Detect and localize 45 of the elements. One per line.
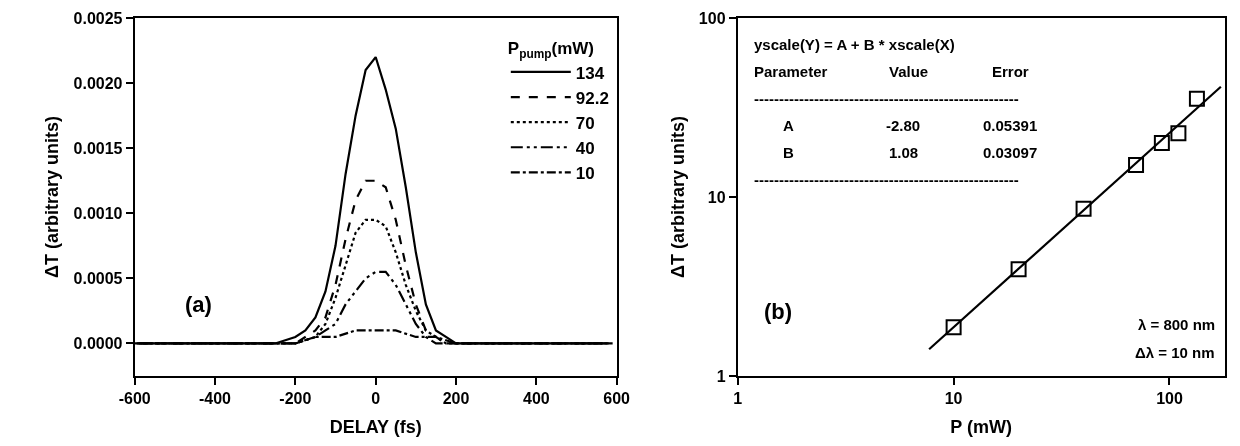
y-tick-label: 10 [707,188,726,206]
annotation: (b) [764,299,793,324]
legend-label: 92.2 [575,88,609,108]
annotation: ----------------------------------------------------- [754,90,1019,107]
annotation: Value [889,63,929,80]
y-tick-label: 0.0000 [73,335,123,353]
annotation: A [783,117,794,134]
y-tick-label: 0.0025 [73,9,123,27]
y-axis-title: ΔT (arbitrary units) [42,116,63,278]
y-tick-label: 100 [698,9,726,27]
y-tick-label: 1 [716,367,726,385]
annotation: B [783,144,794,161]
y-tick-label: 0.0020 [73,74,123,92]
annotation: (a) [185,292,212,317]
x-tick-label: 100 [1156,390,1183,408]
legend-label: 40 [575,138,595,158]
legend-label: 70 [575,113,595,133]
y-axis-title: ΔT (arbitrary units) [667,116,688,278]
annotation: 0.03097 [983,144,1038,161]
annotation: Δλ = 10 nm [1135,344,1215,361]
x-tick-label: 200 [442,390,470,408]
y-tick-label: 0.0010 [73,204,123,222]
legend-label: 134 [575,63,605,83]
legend-title: P$_{pump}$(mW) [507,39,594,61]
x-tick-label: -200 [279,390,312,408]
x-tick-label: 10 [944,390,963,408]
annotation: λ = 800 nm [1138,316,1216,333]
annotation: Error [992,63,1029,80]
annotation: Parameter [754,63,828,80]
y-tick-label: 0.0005 [73,269,123,287]
y-tick-label: 0.0015 [73,139,123,157]
annotation: yscale(Y) = A + B * xscale(X) [754,36,955,53]
annotation: ----------------------------------------------------- [754,171,1019,188]
annotation: 1.08 [889,144,919,161]
x-tick-label: -600 [118,390,151,408]
x-tick-label: 0 [371,390,381,408]
x-axis-title: DELAY (fs) [329,416,422,437]
x-tick-label: 1 [733,390,743,408]
annotation: -2.80 [886,117,921,134]
x-tick-label: -400 [198,390,232,408]
x-tick-label: 600 [603,390,631,408]
x-axis-title: P (mW) [950,416,1012,437]
legend-label: 10 [575,164,595,183]
x-tick-label: 400 [522,390,550,408]
annotation: 0.05391 [983,117,1038,134]
